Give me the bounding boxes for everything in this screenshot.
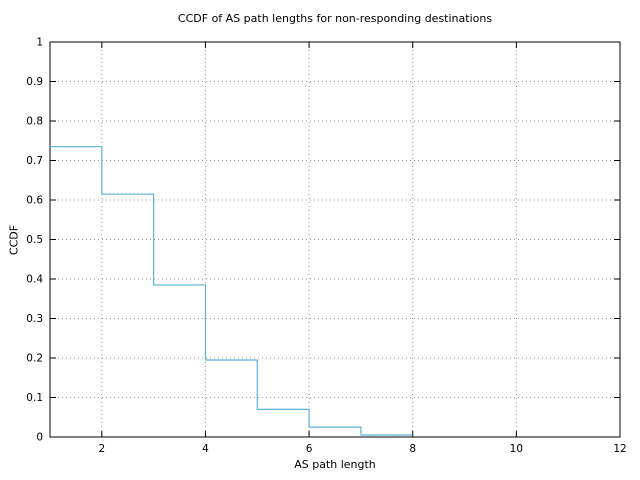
y-axis-label: CCDF [7, 224, 21, 256]
x-axis-label: AS path length [294, 458, 376, 471]
y-tick-label: 0.5 [26, 234, 43, 246]
y-tick-label: 1 [36, 37, 43, 49]
y-tick-label: 0 [36, 432, 43, 444]
x-tick-label: 10 [510, 443, 523, 455]
y-tick-label: 0.2 [26, 353, 43, 365]
y-tick-label: 0.3 [26, 313, 43, 325]
y-tick-label: 0.9 [26, 76, 43, 88]
x-tick-label: 2 [98, 443, 105, 455]
x-tick-label: 6 [306, 443, 313, 455]
y-tick-label: 0.4 [26, 274, 43, 286]
x-tick-label: 4 [202, 443, 209, 455]
x-tick-label: 12 [613, 443, 626, 455]
y-tick-label: 0.7 [26, 155, 43, 167]
chart-title: CCDF of AS path lengths for non-respondi… [177, 12, 493, 25]
y-tick-label: 0.1 [26, 392, 43, 404]
y-tick-label: 0.6 [26, 195, 43, 207]
ccdf-step-line [50, 146, 413, 436]
x-tick-label: 8 [409, 443, 416, 455]
y-tick-label: 0.8 [26, 116, 43, 128]
